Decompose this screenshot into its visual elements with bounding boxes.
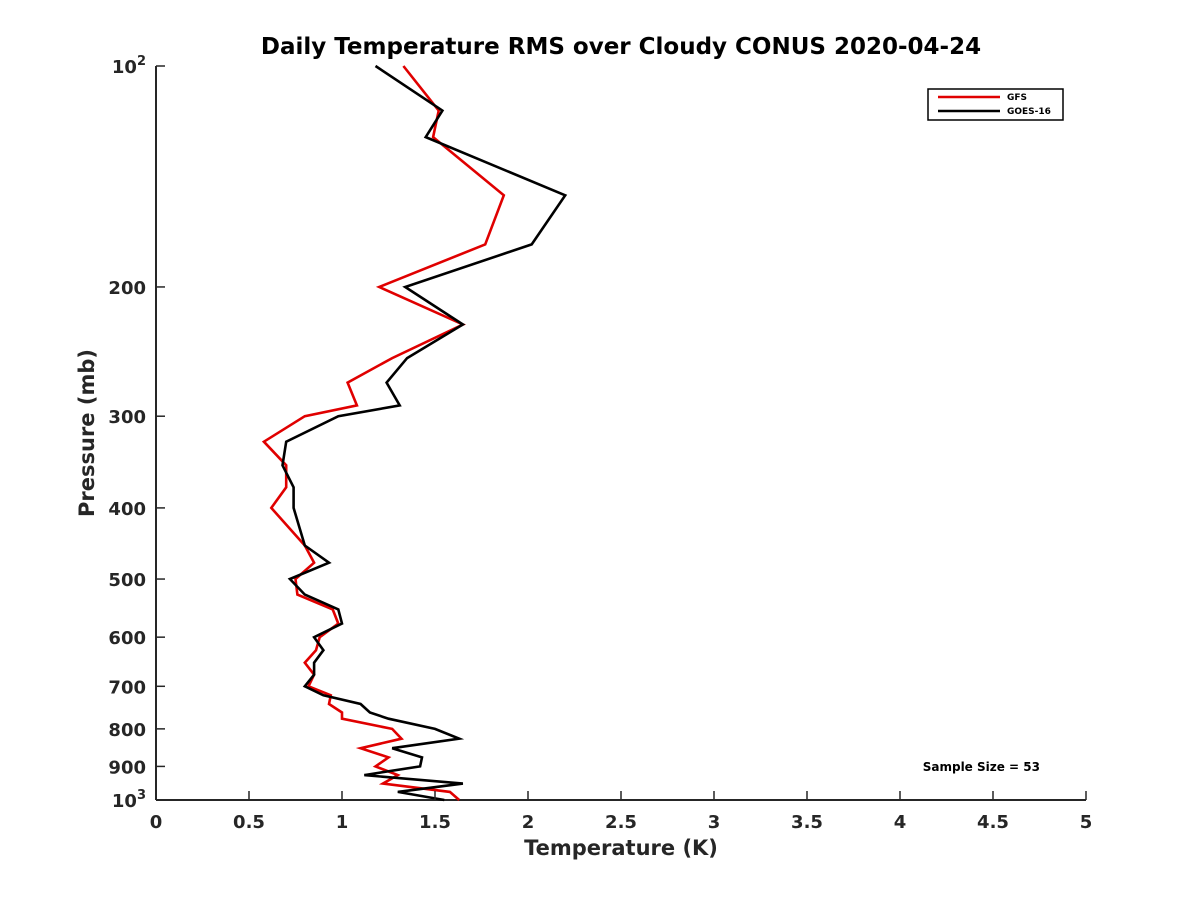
sample-size-annotation: Sample Size = 53 [923,760,1040,774]
y-tick-label: 700 [108,677,146,698]
x-tick-label: 3.5 [791,812,823,833]
x-tick-label: 0.5 [233,812,265,833]
legend-box [927,88,1064,121]
y-tick-label: 300 [108,407,146,428]
x-tick-label: 0 [150,812,163,833]
legend: GFS GOES-16 [927,88,1064,121]
legend-label-goes16: GOES-16 [1007,107,1051,117]
x-tick-label: 5 [1080,812,1093,833]
x-tick-label: 2.5 [605,812,637,833]
y-tick-label: 800 [108,720,146,741]
y-tick-label: 500 [108,570,146,591]
y-tick-label: 900 [108,757,146,778]
x-tick-label: 1 [336,812,349,833]
y-tick-label: 103 [112,788,146,812]
x-axis-label: Temperature (K) [524,836,718,860]
series-line-goes16 [281,64,568,802]
y-tick-label: 400 [108,499,146,520]
x-tick-label: 4 [894,812,907,833]
series-layer [261,64,568,802]
x-tick-label: 3 [708,812,721,833]
legend-label-gfs: GFS [1007,93,1027,103]
y-axis-label: Pressure (mb) [75,349,99,517]
x-tick-label: 1.5 [419,812,451,833]
x-tick-label: 4.5 [977,812,1009,833]
x-axis-ticks: 0 0.5 1 1.5 2 2.5 3 3.5 4 4.5 5 [150,791,1093,833]
y-tick-label: 102 [112,54,146,78]
series-line-gfs [261,65,506,801]
y-tick-label: 200 [108,278,146,299]
y-axis-ticks: 102 200 300 400 500 600 700 800 900 103 [108,54,165,812]
x-tick-label: 2 [522,812,535,833]
y-tick-label: 600 [108,628,146,649]
chart-title: Daily Temperature RMS over Cloudy CONUS … [261,34,981,60]
